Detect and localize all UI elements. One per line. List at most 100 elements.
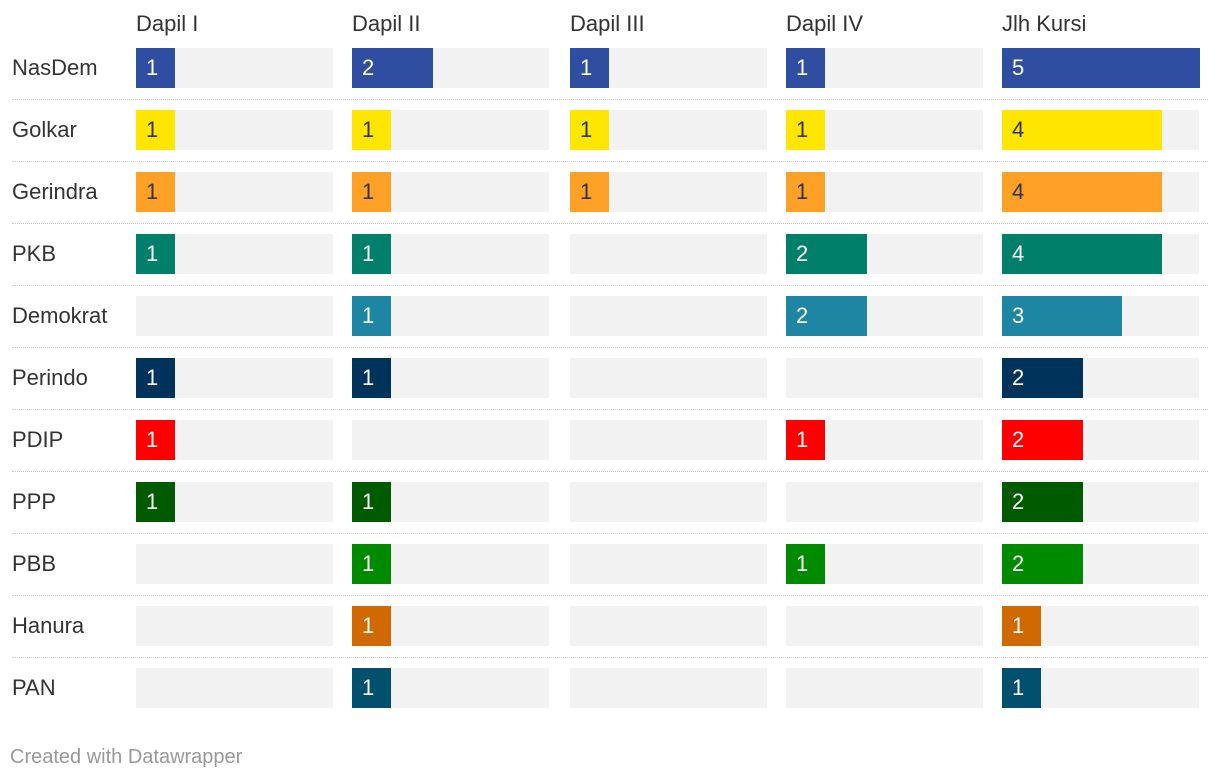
bar-track: 1	[136, 234, 333, 274]
seat-value-label: 1	[362, 117, 375, 142]
seat-bar: 2	[786, 234, 867, 274]
seat-bar: 1	[570, 48, 609, 88]
row-separator	[12, 347, 1208, 348]
seat-bar: 1	[136, 482, 175, 522]
seat-value-label: 1	[362, 303, 375, 328]
bar-track: 1	[136, 420, 333, 460]
seat-bar: 1	[570, 172, 609, 212]
seat-value-label: 1	[362, 365, 375, 390]
seat-bar: 2	[1002, 358, 1083, 398]
bar-track: 1	[352, 606, 549, 646]
seat-value-label: 2	[796, 241, 809, 266]
bar-track: 1	[1002, 606, 1199, 646]
row-separator	[12, 223, 1208, 224]
seat-value-label: 1	[580, 55, 593, 80]
seat-value-label: 5	[1012, 55, 1025, 80]
bar-track: 1	[352, 110, 549, 150]
row-separator	[12, 161, 1208, 162]
column-header: Dapil III	[570, 11, 645, 36]
bar-track	[570, 482, 767, 522]
bar-track	[570, 606, 767, 646]
column-header: Dapil II	[352, 11, 421, 36]
seat-bar: 1	[786, 48, 825, 88]
seat-bar: 1	[352, 482, 391, 522]
bar-track: 4	[1002, 234, 1199, 274]
bar-track: 1	[1002, 668, 1199, 708]
seat-bar: 1	[136, 234, 175, 274]
seat-bar: 2	[352, 48, 433, 88]
bar-track: 1	[352, 234, 549, 274]
seat-bar: 1	[136, 48, 175, 88]
bar-track: 1	[786, 544, 983, 584]
bar-track	[136, 544, 333, 584]
bar-track: 1	[570, 110, 767, 150]
seat-bar: 1	[1002, 668, 1041, 708]
bar-track: 1	[136, 172, 333, 212]
bar-track	[570, 668, 767, 708]
bar-track: 1	[786, 420, 983, 460]
bar-track: 4	[1002, 172, 1199, 212]
bar-track: 5	[1002, 48, 1200, 88]
party-label: Perindo	[12, 365, 88, 390]
bar-track: 1	[786, 48, 983, 88]
row-separator	[12, 657, 1208, 658]
party-label: PDIP	[12, 427, 64, 452]
seat-value-label: 2	[1012, 551, 1025, 576]
seat-value-label: 1	[362, 241, 375, 266]
seat-value-label: 4	[1012, 241, 1025, 266]
seat-value-label: 1	[146, 365, 159, 390]
bar-track: 1	[786, 110, 983, 150]
seat-value-label: 1	[796, 551, 809, 576]
seat-value-label: 3	[1012, 303, 1025, 328]
bar-track: 2	[1002, 482, 1199, 522]
seat-value-label: 2	[1012, 489, 1025, 514]
column-header: Jlh Kursi	[1002, 11, 1087, 36]
bar-track: 1	[136, 358, 333, 398]
seat-bar: 1	[352, 110, 391, 150]
bar-track: 1	[136, 482, 333, 522]
seat-value-label: 1	[146, 179, 159, 204]
seat-bar: 2	[1002, 420, 1083, 460]
bar-track	[786, 358, 983, 398]
bar-track: 1	[352, 296, 549, 336]
seat-value-label: 1	[146, 489, 159, 514]
column-header: Dapil I	[136, 11, 199, 36]
bar-track: 1	[352, 668, 549, 708]
seat-bar: 1	[786, 420, 825, 460]
seat-value-label: 1	[580, 179, 593, 204]
seat-bar: 3	[1002, 296, 1122, 336]
party-label: NasDem	[12, 55, 98, 80]
bar-track	[136, 606, 333, 646]
bar-track	[570, 358, 767, 398]
seat-value-label: 1	[362, 551, 375, 576]
seat-value-label: 1	[796, 55, 809, 80]
seat-value-label: 2	[1012, 427, 1025, 452]
bar-track: 2	[1002, 544, 1199, 584]
seat-bar: 1	[1002, 606, 1041, 646]
seat-value-label: 1	[796, 427, 809, 452]
seat-value-label: 1	[146, 427, 159, 452]
seat-value-label: 1	[146, 241, 159, 266]
bar-track: 2	[786, 296, 983, 336]
bar-track: 3	[1002, 296, 1199, 336]
seat-bar: 4	[1002, 172, 1162, 212]
seat-value-label: 1	[1012, 675, 1025, 700]
seat-bar: 1	[352, 234, 391, 274]
bar-track	[570, 544, 767, 584]
party-label: PAN	[12, 675, 56, 700]
party-label: Hanura	[12, 613, 85, 638]
row-separator	[12, 285, 1208, 286]
seat-value-label: 1	[362, 613, 375, 638]
seat-bar: 2	[786, 296, 867, 336]
bar-track	[570, 296, 767, 336]
seat-value-label: 2	[362, 55, 375, 80]
bar-track: 4	[1002, 110, 1199, 150]
seat-bar: 1	[352, 172, 391, 212]
seat-value-label: 1	[796, 117, 809, 142]
bar-track	[786, 482, 983, 522]
seat-value-label: 2	[1012, 365, 1025, 390]
party-label: PBB	[12, 551, 57, 576]
seat-bar: 1	[352, 668, 391, 708]
seat-bar: 4	[1002, 234, 1162, 274]
bar-track: 1	[136, 48, 333, 88]
